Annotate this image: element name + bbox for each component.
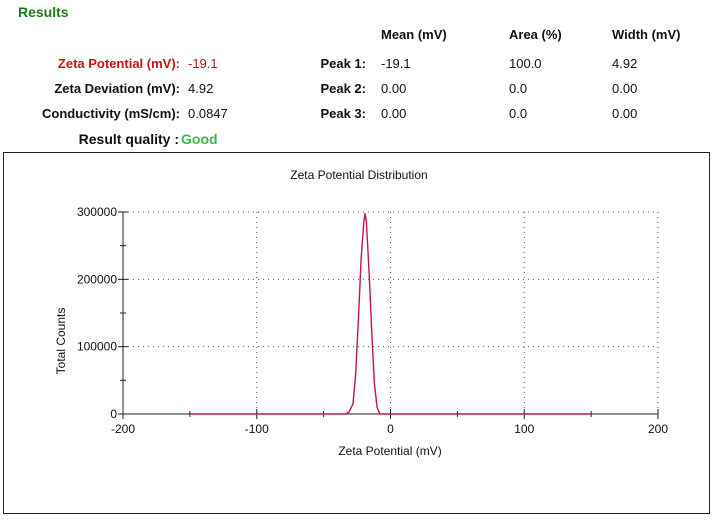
peak-1-width: 4.92 <box>612 56 638 71</box>
width-column-header: Width (mV) <box>612 27 681 42</box>
peak-2-area: 0.0 <box>509 81 528 96</box>
x-tick-label: 200 <box>648 422 668 436</box>
zeta-potential-label: Zeta Potential (mV): <box>57 56 180 71</box>
x-axis-label: Zeta Potential (mV) <box>338 444 441 458</box>
peak-2-width: 0.00 <box>612 81 638 96</box>
x-tick-label: 100 <box>514 422 534 436</box>
peak-2-mean: 0.00 <box>381 81 407 96</box>
peak-1-label: Peak 1: <box>320 56 366 71</box>
result-quality-value: Good <box>181 131 218 147</box>
zeta-potential-value: -19.1 <box>188 56 218 71</box>
peak-2-label: Peak 2: <box>320 81 366 96</box>
peak-3-mean: 0.00 <box>381 106 407 121</box>
series-layer <box>189 213 592 415</box>
chart-title: Zeta Potential Distribution <box>290 168 427 182</box>
tick-labels: -200 -100 0 100 200 0 100000 200000 300000 <box>77 205 668 436</box>
zeta-deviation-label: Zeta Deviation (mV): <box>54 81 180 96</box>
x-tick-label: 0 <box>387 422 394 436</box>
axes <box>118 211 659 419</box>
y-tick-label: 100000 <box>77 340 117 354</box>
mean-column-header: Mean (mV) <box>381 27 447 42</box>
conductivity-label: Conductivity (mS/cm): <box>42 106 180 121</box>
zeta-distribution-chart: Zeta Potential Distribution Zeta Potenti… <box>54 168 668 458</box>
x-tick-label: -200 <box>111 422 135 436</box>
grid-lines <box>123 211 659 414</box>
y-axis-label: Total Counts <box>54 308 68 375</box>
results-title: Results <box>18 4 69 20</box>
peak-3-label: Peak 3: <box>320 106 366 121</box>
y-tick-label: 300000 <box>77 205 117 219</box>
zeta-deviation-value: 4.92 <box>188 81 214 96</box>
distribution-chart-panel: Zeta Potential Distribution Zeta Potenti… <box>3 152 710 514</box>
peak-1-area: 100.0 <box>509 56 542 71</box>
peak-3-area: 0.0 <box>509 106 528 121</box>
y-tick-label: 0 <box>110 407 117 421</box>
conductivity-value: 0.0847 <box>188 106 228 121</box>
distribution-curve-1 <box>189 213 592 415</box>
x-tick-label: -100 <box>245 422 269 436</box>
y-tick-label: 200000 <box>77 272 117 286</box>
result-quality-label: Result quality : <box>78 131 179 147</box>
area-column-header: Area (%) <box>509 27 562 42</box>
peak-1-mean: -19.1 <box>381 56 411 71</box>
peak-3-width: 0.00 <box>612 106 638 121</box>
